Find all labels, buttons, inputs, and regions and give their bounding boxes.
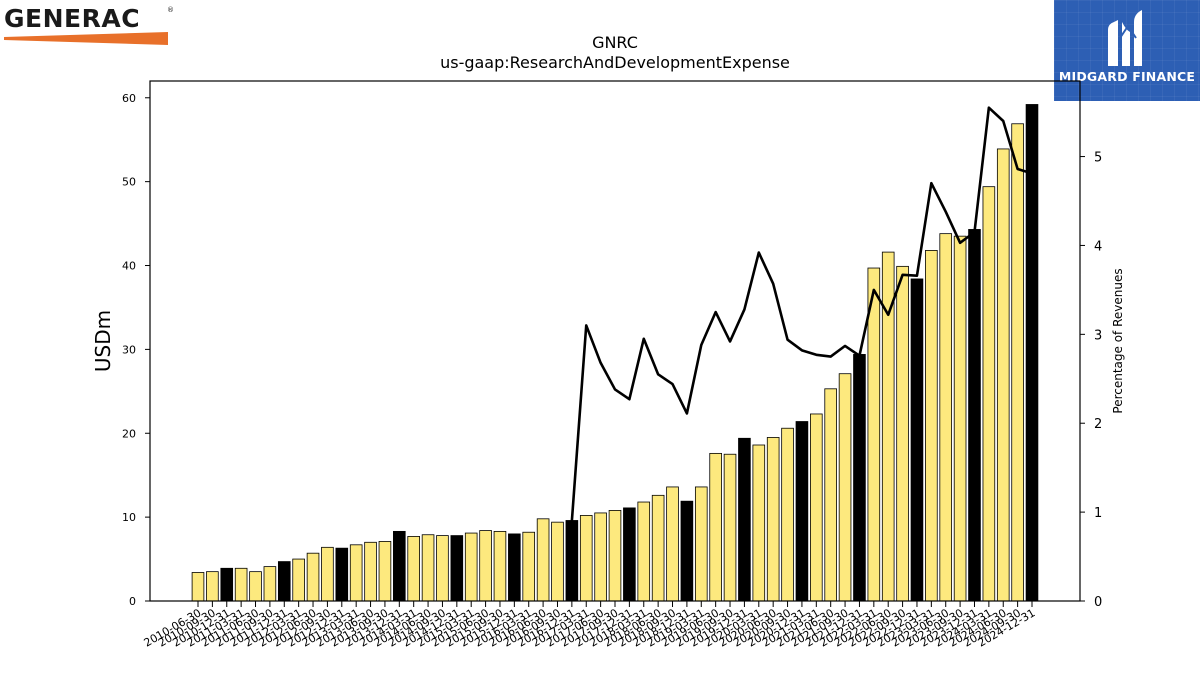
bar-2020-06-30 <box>766 437 780 602</box>
bar-2018-09-30 <box>666 486 679 602</box>
bar-2024-03-31 <box>982 186 996 602</box>
bar-2017-06-30 <box>594 512 607 602</box>
bar-2022-12-31 <box>910 278 924 602</box>
bar-2015-12-31 <box>508 533 521 602</box>
bar-2012-12-31 <box>335 547 349 602</box>
bar-2011-09-30 <box>263 566 277 602</box>
y2-axis-label: Percentage of Revenues <box>1111 268 1125 413</box>
y2-tick-label: 3 <box>1094 328 1102 343</box>
bar-2015-03-31 <box>464 532 478 602</box>
y2-tick-label: 1 <box>1094 506 1102 521</box>
y-axis-right: 0 1 2 3 4 5 <box>1080 151 1102 610</box>
y-tick-label: 10 <box>122 511 136 524</box>
bar-2020-03-31 <box>752 444 766 602</box>
y-tick-label: 30 <box>122 343 136 356</box>
bar-2024-12-31 <box>1025 104 1039 602</box>
y-tick-label: 60 <box>122 92 136 105</box>
y-tick-label: 40 <box>122 260 136 273</box>
bar-2023-06-30 <box>939 233 953 602</box>
bar-2010-06-30 <box>191 572 205 602</box>
bar-2016-12-31 <box>565 520 579 602</box>
bar-2021-09-30 <box>838 373 852 602</box>
y2-tick-label: 2 <box>1094 417 1102 432</box>
revenue-percentage-line <box>570 106 1033 522</box>
bar-2016-06-30 <box>536 518 550 602</box>
bar-2014-12-31 <box>450 535 464 602</box>
bar-2017-12-31 <box>623 507 636 602</box>
bar-2014-03-31 <box>407 536 420 602</box>
bar-2021-06-30 <box>824 388 837 602</box>
bar-2010-12-31 <box>220 567 234 602</box>
bar-2020-12-31 <box>795 421 809 602</box>
bar-2018-12-31 <box>680 500 694 602</box>
bar-2013-03-31 <box>349 544 363 602</box>
bar-2010-09-30 <box>206 571 219 602</box>
bar-2014-06-30 <box>421 534 435 602</box>
bar-2012-03-31 <box>292 558 305 602</box>
bar-2023-03-31 <box>925 250 938 602</box>
bar-2023-12-31 <box>968 229 981 602</box>
y-axis-left: 0 10 20 30 40 50 60 <box>122 92 150 608</box>
midgard-finance-logo: MIDGARD FINANCE <box>1054 0 1200 101</box>
bar-2013-06-30 <box>364 541 377 602</box>
midgard-mark-icon <box>1108 10 1142 66</box>
bar-2015-06-30 <box>479 530 492 602</box>
bar-2011-12-31 <box>277 561 291 602</box>
bar-2022-03-31 <box>867 267 881 602</box>
bar-2019-12-31 <box>738 437 751 602</box>
chart-title: GNRC <box>592 33 638 52</box>
bar-2024-09-30 <box>1011 123 1024 602</box>
bar-2013-09-30 <box>378 541 392 602</box>
bar-2014-09-30 <box>436 535 449 602</box>
bar-2016-09-30 <box>551 521 564 602</box>
y-tick-label: 0 <box>129 595 136 608</box>
y-tick-label: 20 <box>122 427 136 440</box>
bar-2022-09-30 <box>896 265 909 602</box>
y-axis-label: USDm <box>91 310 115 372</box>
y2-tick-label: 0 <box>1094 595 1102 610</box>
bar-2017-03-31 <box>579 515 593 602</box>
bar-2015-09-30 <box>493 530 507 602</box>
midgard-logo-text: MIDGARD FINANCE <box>1058 69 1196 84</box>
bar-2019-09-30 <box>723 453 737 602</box>
x-axis: 2010-06-302010-09-302010-12-312011-03-31… <box>142 601 1038 650</box>
bar-2012-06-30 <box>306 552 320 602</box>
generac-swoosh-icon <box>4 32 168 45</box>
chart-subtitle: us-gaap:ResearchAndDevelopmentExpense <box>440 53 790 72</box>
registered-mark: ® <box>167 6 174 14</box>
bar-series <box>191 104 1039 602</box>
bar-2021-12-31 <box>853 354 866 602</box>
bar-2023-09-30 <box>953 235 967 602</box>
bar-2016-03-31 <box>522 531 536 602</box>
bar-2018-03-31 <box>637 501 651 602</box>
bar-2018-06-30 <box>651 494 665 602</box>
bar-2019-06-30 <box>709 452 722 602</box>
generac-logo: GENERAC ® <box>4 4 174 45</box>
bar-2011-06-30 <box>249 571 262 602</box>
y-tick-label: 50 <box>122 176 136 189</box>
bar-2021-03-31 <box>810 413 823 602</box>
generac-logo-text: GENERAC <box>4 4 141 33</box>
bar-2017-09-30 <box>608 510 622 602</box>
bar-2013-12-31 <box>393 530 406 602</box>
bar-2011-03-31 <box>234 567 248 602</box>
bar-2024-06-30 <box>996 148 1010 602</box>
y2-tick-label: 4 <box>1094 239 1102 254</box>
line-series <box>570 106 1033 522</box>
bar-2012-09-30 <box>321 546 334 602</box>
y2-tick-label: 5 <box>1094 151 1102 166</box>
bar-2019-03-31 <box>694 486 708 602</box>
bar-2020-09-30 <box>781 427 794 602</box>
